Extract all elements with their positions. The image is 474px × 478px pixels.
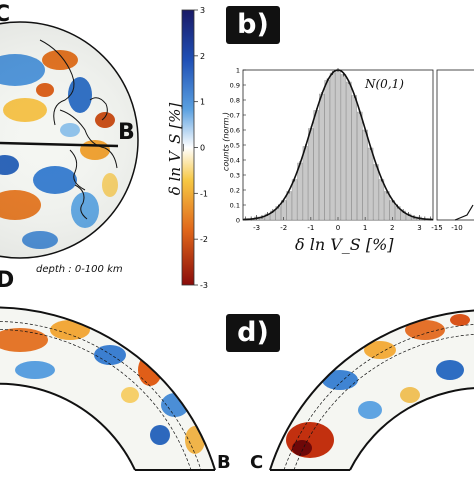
histogram-y-tick-label: 1 <box>236 67 240 75</box>
histogram-chart: 10.90.80.70.60.50.40.30.20.10 -3 -2 -1 0 1 2 3… <box>230 67 474 232</box>
histogram-bar <box>373 164 379 221</box>
dashed-contour-2 <box>0 329 192 471</box>
colorbar-tick-label: 1 <box>200 98 205 107</box>
globe-outline <box>0 21 139 259</box>
cross-section-right-plot <box>269 309 474 471</box>
colorbar-tick-label: -2 <box>200 235 208 244</box>
histogram-x-ticks: -3 -2 -1 0 1 2 3 <box>253 217 422 232</box>
histogram-y-tick-label: 0.6 <box>230 127 240 135</box>
histogram-bar <box>308 128 314 221</box>
histogram-x-tick-label: -1 <box>307 224 314 232</box>
histogram-legend: N(0,1) <box>365 77 404 91</box>
dashed-contour-1 <box>0 321 202 471</box>
histogram-x-tick-label: 3 <box>417 224 421 232</box>
histogram-x-tick-label: 2 <box>390 224 394 232</box>
histogram-y-tick-label: 0.8 <box>230 97 240 105</box>
panel-b-label: b) <box>226 6 280 44</box>
histogram-bar <box>367 147 374 221</box>
histogram-bar <box>357 111 363 221</box>
histogram-bar <box>313 110 319 221</box>
second-tick-1: -10 <box>451 224 462 232</box>
second-tick-0: -15 <box>431 224 442 232</box>
inner-boundary-left <box>0 382 136 471</box>
histogram-y-tick-label: 0.4 <box>230 157 240 165</box>
histogram-bar <box>324 80 330 221</box>
colorbar: 3 2 1 0 -1 -2 -3 <box>181 6 208 290</box>
histogram-bar <box>362 129 368 221</box>
point-b-label: B <box>118 120 135 145</box>
section-end-b: B <box>217 452 231 473</box>
colorbar-tick-label: -3 <box>200 281 208 290</box>
colorbar-tick-label: 2 <box>200 52 205 61</box>
histogram-bar <box>340 74 347 221</box>
histogram-bar <box>335 69 341 221</box>
panel-d-label: d) <box>226 314 280 352</box>
histogram-bar <box>286 191 292 221</box>
histogram-bar <box>319 93 325 221</box>
histogram-bar <box>346 81 352 221</box>
histogram-x-tick-label: 1 <box>363 224 367 232</box>
histogram-x-tick-label: 0 <box>336 224 340 232</box>
colorbar-ticks: 3 2 1 0 -1 -2 -3 <box>194 6 208 290</box>
histogram-y-ticks: 1 0.9 0.8 0.7 0.6 0.5 0.4 0.3 0.2 0.1 0 <box>230 67 246 225</box>
histogram-y-tick-label: 0.1 <box>230 202 240 210</box>
histogram-y-tick-label: 0.5 <box>230 142 240 150</box>
histogram-bar <box>378 179 385 221</box>
normal-curve <box>242 69 434 221</box>
dashed-contour-4 <box>293 334 474 471</box>
outer-boundary-left <box>0 306 216 471</box>
histogram-bar <box>297 162 303 221</box>
histogram-xlabel: δ ln V_S [%] <box>295 235 394 254</box>
cross-section-left-plot <box>0 306 216 471</box>
depth-label: depth : 0-100 km <box>36 264 123 275</box>
cross-section-left: B <box>0 300 240 474</box>
second-histogram-curve <box>454 204 474 221</box>
colorbar-panel: 3 2 1 0 -1 -2 -3 δ ln V_S [%] <box>140 0 210 300</box>
histogram-y-tick-label: 0.7 <box>230 112 240 120</box>
section-start-c: C <box>250 452 264 473</box>
dashed-contour-3 <box>283 324 474 471</box>
histogram-ylabel: counts (norm.) <box>221 111 231 172</box>
colorbar-tick-label: 0 <box>200 144 205 153</box>
cross-section-right: C <box>240 300 474 474</box>
histogram-y-tick-label: 0 <box>236 217 240 225</box>
histogram-bar <box>384 191 390 221</box>
histogram-bar <box>302 146 309 221</box>
inner-boundary-right <box>349 387 474 471</box>
globe-panel: C B D depth : 0-100 km <box>0 0 140 293</box>
histogram-bar <box>329 72 336 221</box>
histogram-panel: 1 0.9 0.8 0.7 0.6 0.5 0.4 0.3 0.2 0.1 0 -3 -2 -1 0 1 2 3… <box>205 55 474 265</box>
globe-map <box>0 21 139 259</box>
histogram-bar <box>291 179 298 221</box>
point-d-label: D <box>0 268 15 293</box>
histogram-bar <box>351 95 357 221</box>
colorbar-label: δ ln V_S [%] <box>166 102 184 196</box>
histogram-x-tick-label: -3 <box>253 224 260 232</box>
second-histogram-frame <box>436 69 474 221</box>
outer-boundary-right <box>269 309 474 471</box>
histogram-y-tick-label: 0.9 <box>230 82 240 90</box>
histogram-x-tick-label: -2 <box>280 224 287 232</box>
colorbar-tick-label: -1 <box>200 189 208 198</box>
profile-line-b <box>0 141 119 148</box>
point-c-label: C <box>0 2 11 27</box>
histogram-y-tick-label: 0.2 <box>230 187 240 195</box>
histogram-y-tick-label: 0.3 <box>230 172 240 180</box>
colorbar-tick-label: 3 <box>200 6 205 15</box>
